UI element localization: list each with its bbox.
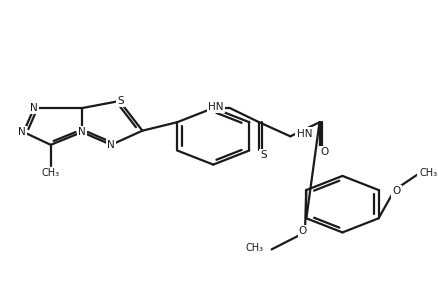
Text: HN: HN (208, 102, 224, 112)
Text: N: N (78, 127, 86, 137)
Text: O: O (299, 226, 307, 236)
Text: CH₃: CH₃ (245, 243, 263, 253)
Text: S: S (260, 150, 267, 160)
Text: CH₃: CH₃ (42, 168, 60, 178)
Text: CH₃: CH₃ (420, 168, 438, 178)
Text: S: S (117, 96, 124, 106)
Text: HN: HN (297, 129, 312, 139)
Text: N: N (107, 140, 115, 150)
Text: O: O (321, 147, 328, 157)
Text: N: N (30, 103, 38, 113)
Text: O: O (392, 187, 401, 197)
Text: N: N (18, 127, 25, 137)
